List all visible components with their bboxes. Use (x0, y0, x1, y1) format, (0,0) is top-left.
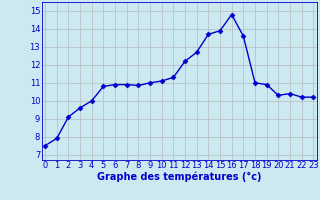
X-axis label: Graphe des températures (°c): Graphe des températures (°c) (97, 172, 261, 182)
